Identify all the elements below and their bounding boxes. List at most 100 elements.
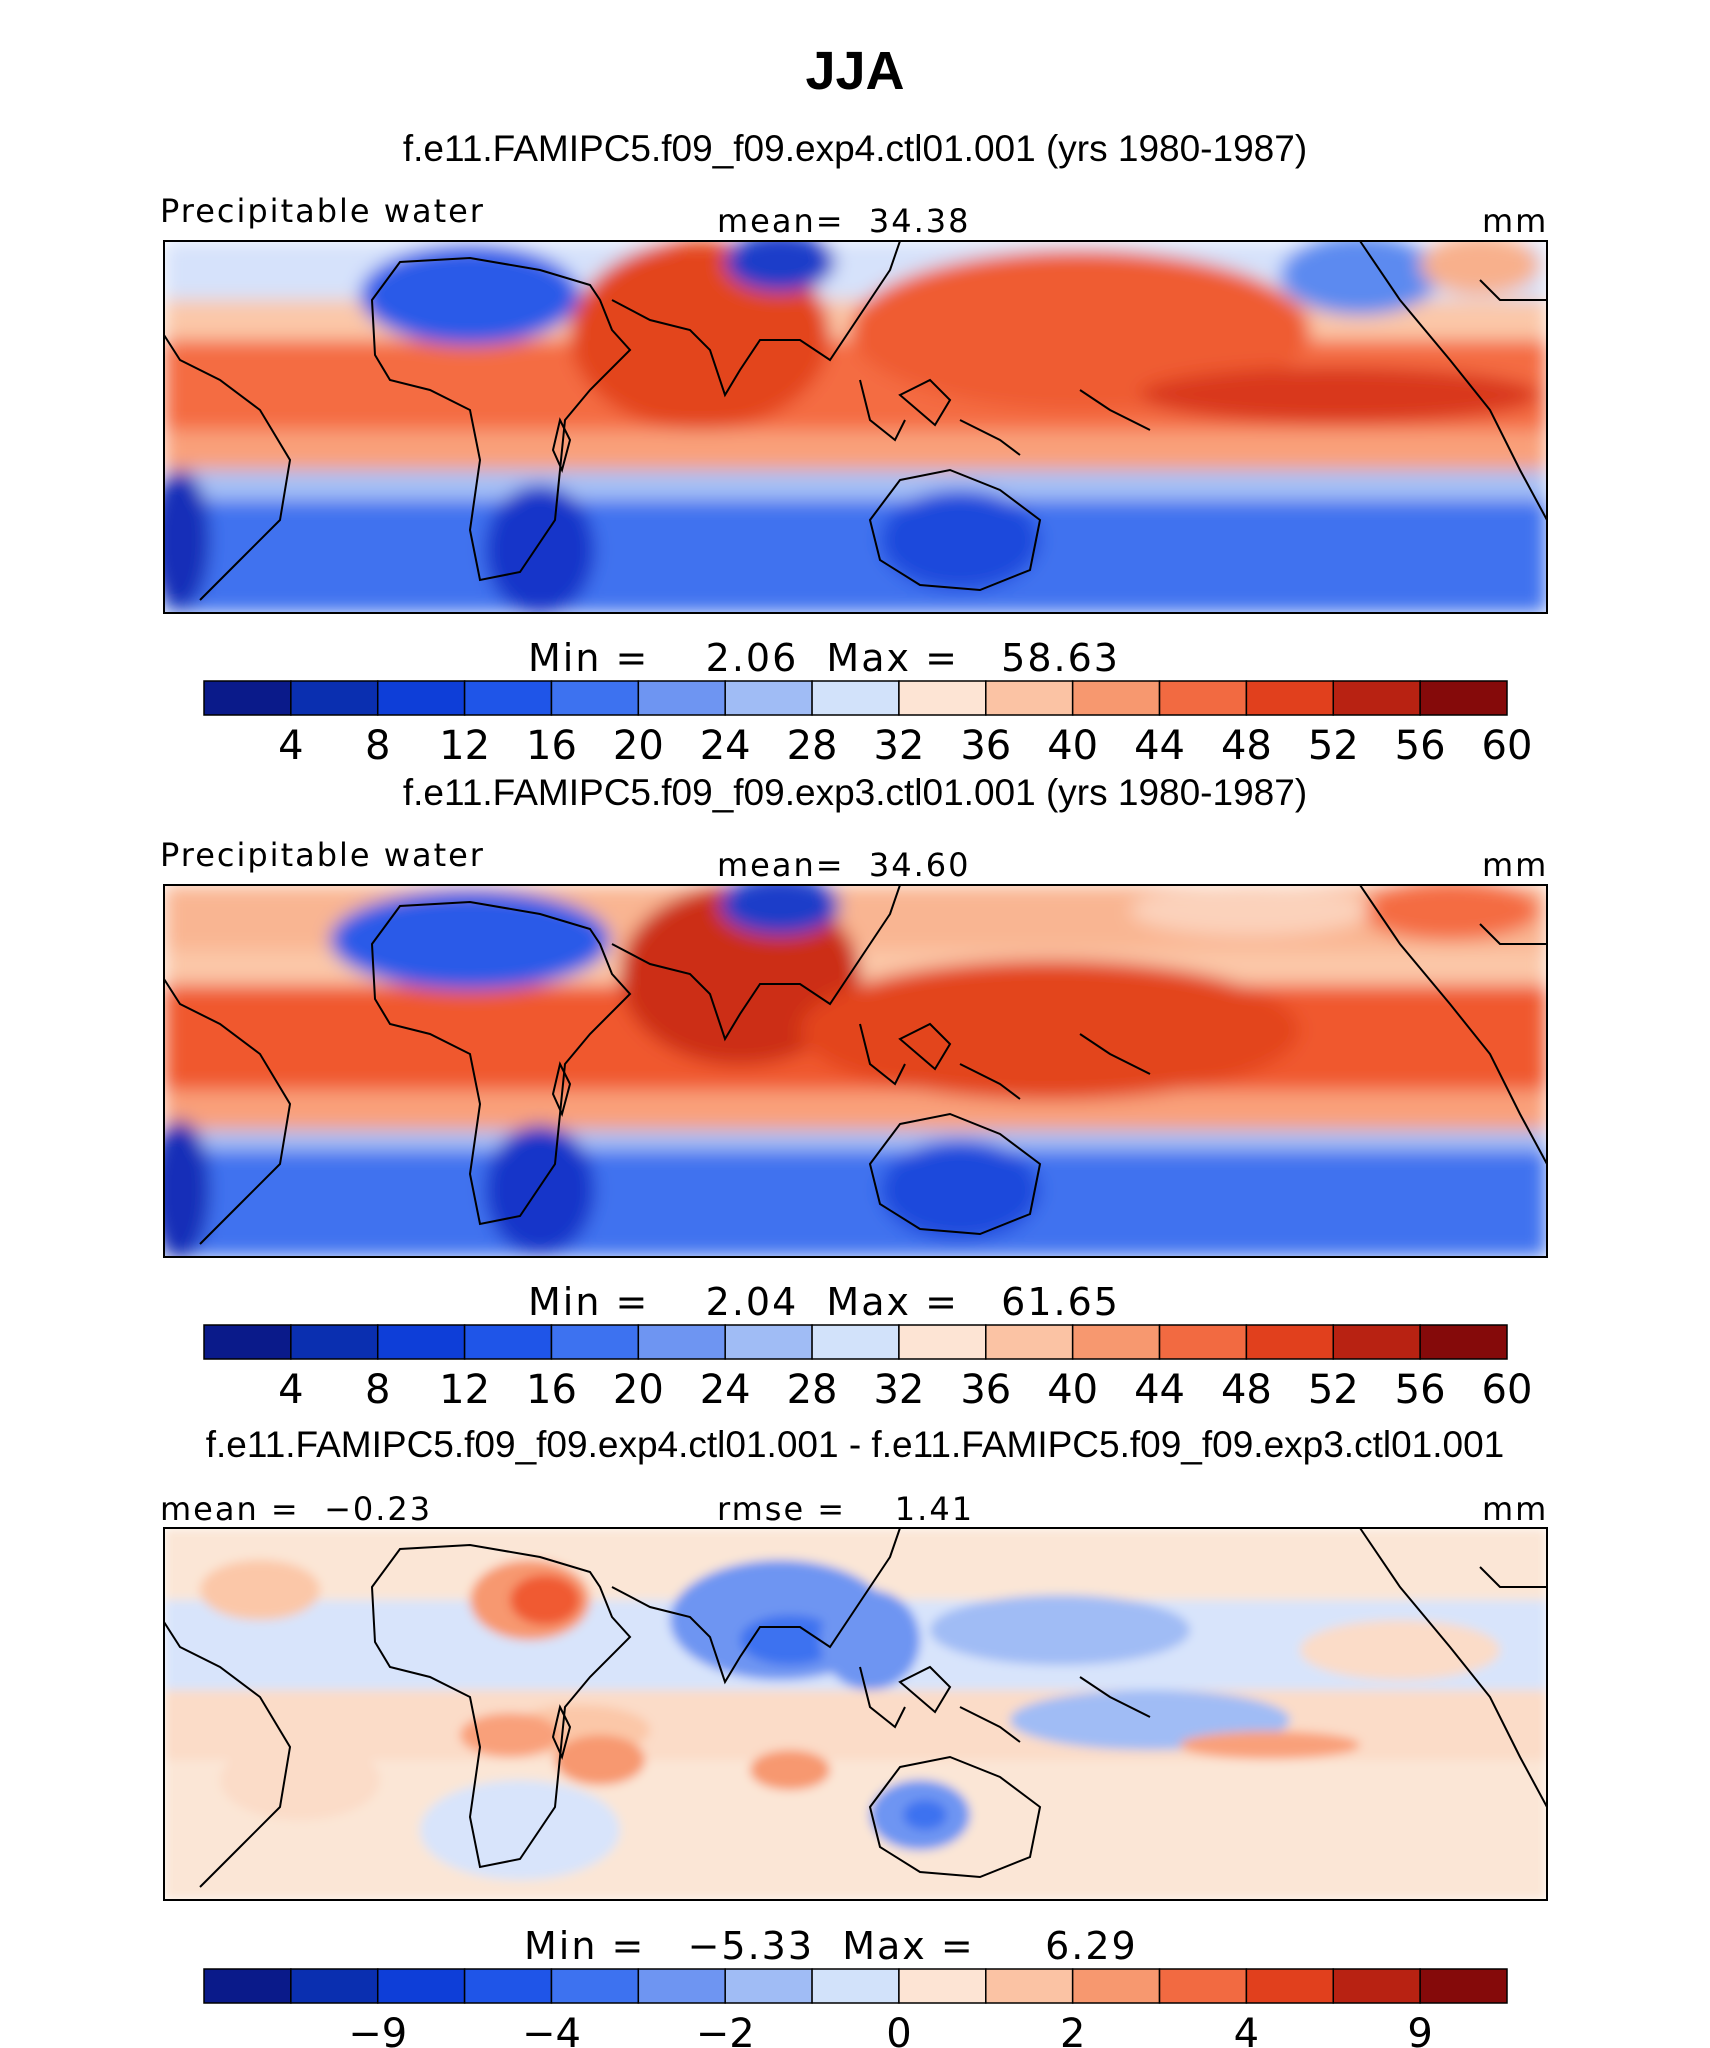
colorbar-box (724, 1968, 813, 2004)
colorbar-box (550, 680, 640, 716)
colorbar-tick-label: 4 (1234, 2011, 1259, 2048)
colorbar-tick-label: 24 (700, 1367, 751, 1413)
panel-1-minmax: Min = 2.06 Max = 58.63 (528, 636, 1120, 680)
colorbar-box (985, 680, 1074, 716)
colorbar-tick-label: 8 (365, 723, 390, 769)
colorbar-box (1158, 1324, 1248, 1360)
colorbar-box (463, 680, 553, 716)
colorbar-box (203, 1968, 292, 2004)
panel-2-title: f.e11.FAMIPC5.f09_f09.exp3.ctl01.001 (yr… (402, 772, 1308, 813)
colorbar-box (1332, 1324, 1421, 1360)
colorbar-tick-label: 24 (700, 723, 751, 769)
panel-2-minmax: Min = 2.04 Max = 61.65 (528, 1280, 1120, 1324)
colorbar-box (985, 1968, 1074, 2004)
colorbar-box (1419, 1968, 1508, 2004)
colorbar-tick-label: 8 (365, 1367, 390, 1413)
colorbar-box (463, 1968, 553, 2004)
colorbar-box (811, 680, 900, 716)
panel-3-map (163, 1527, 1548, 1901)
panel-2-map-frame (163, 884, 1548, 1258)
colorbar-tick-label: 36 (960, 1367, 1011, 1413)
panel-1-mean: mean= 34.38 (717, 202, 971, 240)
colorbar-box (811, 1324, 900, 1360)
colorbar-box (290, 1968, 379, 2004)
panel-3-minmax: Min = −5.33 Max = 6.29 (524, 1924, 1138, 1968)
panel-3-title: f.e11.FAMIPC5.f09_f09.exp4.ctl01.001 - f… (205, 1424, 1505, 1465)
panel-2-mean: mean= 34.60 (717, 846, 971, 884)
colorbar-box (1071, 680, 1161, 716)
colorbar-tick-label: 60 (1482, 1367, 1533, 1413)
colorbar-box (1419, 1324, 1508, 1360)
colorbar-box (1332, 680, 1421, 716)
colorbar-tick-label: 52 (1308, 723, 1359, 769)
colorbar-box (724, 1324, 813, 1360)
colorbar-box (1245, 680, 1335, 716)
figure-title: JJA (805, 41, 905, 101)
colorbar-tick-label: 40 (1047, 1367, 1098, 1413)
colorbar-box (203, 1324, 292, 1360)
colorbar-box (1071, 1968, 1161, 2004)
colorbar-box (203, 680, 292, 716)
panel-2-variable-label: Precipitable water (160, 836, 485, 874)
colorbar-box (1245, 1324, 1335, 1360)
colorbar-tick-label: 0 (886, 2011, 911, 2048)
colorbar-box (1245, 1968, 1335, 2004)
colorbar-box (376, 1968, 466, 2004)
colorbar-box (898, 1324, 987, 1360)
colorbar-box (898, 1968, 987, 2004)
panel-2-map (163, 884, 1548, 1258)
colorbar-box (1158, 1968, 1248, 2004)
colorbar-box (290, 680, 379, 716)
colorbar-tick-label: 28 (787, 1367, 838, 1413)
panel-1-units: mm (1482, 202, 1549, 240)
panel-3-colorbar: −9 −4 −2 0 2 4 9 (203, 1968, 1508, 2048)
panel-1-map-frame (163, 240, 1548, 614)
colorbar-box (1158, 680, 1248, 716)
colorbar-tick-label: 16 (526, 723, 577, 769)
colorbar-box (550, 1324, 640, 1360)
panel-1-map (163, 240, 1548, 614)
panel-3-mean: mean = −0.23 (160, 1490, 433, 1528)
colorbar-box (724, 680, 813, 716)
panel-3-units: mm (1482, 1490, 1549, 1528)
colorbar-box (550, 1968, 640, 2004)
panel-1-colorbar: 4 8 12 16 20 24 28 32 36 40 44 48 52 56 60 (203, 680, 1533, 769)
colorbar-box (376, 680, 466, 716)
colorbar-tick-label: 2 (1060, 2011, 1085, 2048)
colorbar-tick-label: 16 (526, 1367, 577, 1413)
colorbar-tick-label: 44 (1134, 723, 1185, 769)
colorbar-tick-label: 44 (1134, 1367, 1185, 1413)
colorbar-tick-label: 32 (873, 723, 924, 769)
colorbar-tick-label: 32 (873, 1367, 924, 1413)
colorbar-tick-label: 20 (613, 723, 664, 769)
colorbar-tick-label: 9 (1407, 2011, 1432, 2048)
panel-1-title: f.e11.FAMIPC5.f09_f09.exp4.ctl01.001 (yr… (402, 128, 1308, 169)
colorbar-tick-label: 36 (960, 723, 1011, 769)
colorbar-tick-label: 4 (278, 723, 303, 769)
colorbar-box (1332, 1968, 1421, 2004)
colorbar-box (290, 1324, 379, 1360)
colorbar-tick-label: 60 (1482, 723, 1533, 769)
colorbar-box (637, 1968, 726, 2004)
colorbar-tick-label: 48 (1221, 1367, 1272, 1413)
colorbar-tick-label: 56 (1395, 1367, 1446, 1413)
colorbar-tick-label: 12 (439, 723, 490, 769)
colorbar-box (985, 1324, 1074, 1360)
panel-3-map-frame (163, 1527, 1548, 1901)
colorbar-tick-label: −4 (522, 2011, 581, 2048)
colorbar-tick-label: −2 (696, 2011, 755, 2048)
colorbar-box (637, 1324, 726, 1360)
panel-2-units: mm (1482, 846, 1549, 884)
colorbar-box (1419, 680, 1508, 716)
colorbar-tick-label: 12 (439, 1367, 490, 1413)
colorbar-box (1071, 1324, 1161, 1360)
panel-2-colorbar: 4 8 12 16 20 24 28 32 36 40 44 48 52 56 60 (203, 1324, 1533, 1413)
colorbar-tick-label: 4 (278, 1367, 303, 1413)
panel-1-variable-label: Precipitable water (160, 192, 485, 230)
colorbar-tick-label: 20 (613, 1367, 664, 1413)
colorbar-box (811, 1968, 900, 2004)
colorbar-tick-label: −9 (348, 2011, 407, 2048)
colorbar-box (637, 680, 726, 716)
colorbar-box (898, 680, 987, 716)
